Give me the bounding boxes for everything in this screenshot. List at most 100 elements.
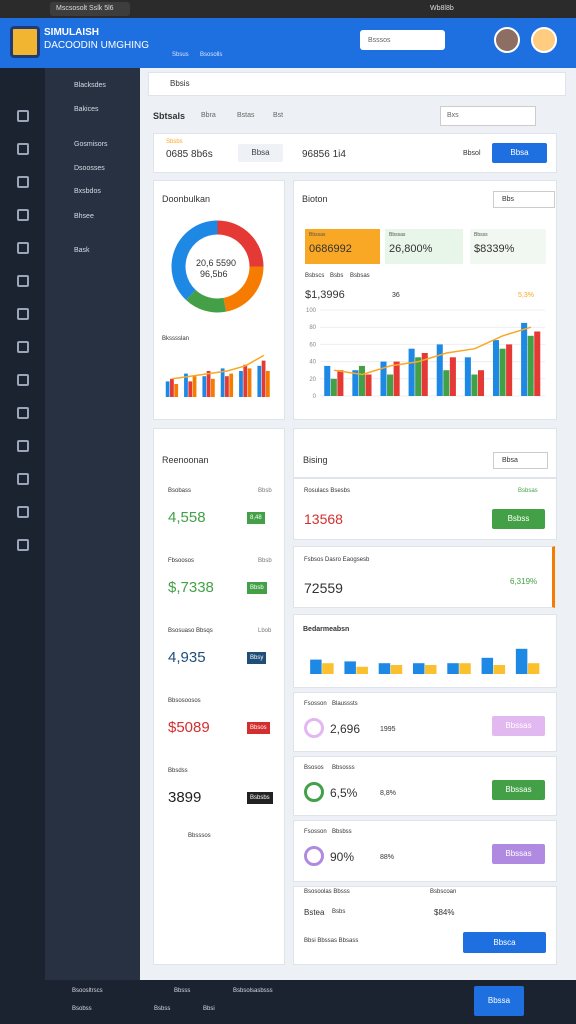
metrics-label: Bsosos [304, 765, 324, 771]
nav-items[interactable]: Gosmisors [74, 141, 108, 148]
nav-icon[interactable] [17, 143, 29, 155]
metrics-label: Fsosson [304, 701, 327, 707]
items-badge[interactable]: Bsbsbs [247, 792, 273, 804]
header-links[interactable]: Sbsus [172, 52, 189, 58]
summary-note: Bbsi Bbssas Bbsass [304, 938, 359, 944]
avatar[interactable] [531, 27, 557, 53]
nav-icon[interactable] [17, 539, 29, 551]
bar [436, 344, 443, 396]
icon-sidebar [0, 68, 45, 980]
bar [447, 663, 459, 674]
metrics-button[interactable]: Bbssas [492, 716, 545, 736]
toolbar-search[interactable]: Bxs [440, 106, 536, 126]
revenue-button[interactable]: Bsbss [492, 509, 545, 529]
bar [464, 357, 471, 396]
nav-icon[interactable] [17, 341, 29, 353]
nav-icon[interactable] [17, 275, 29, 287]
bar [380, 361, 387, 396]
footer-items[interactable]: Bsobss [72, 1006, 92, 1012]
bar [170, 378, 174, 397]
nav-items[interactable]: Bakices [74, 106, 99, 113]
bar [239, 371, 243, 397]
summary-button[interactable]: Bbsca [463, 932, 546, 953]
items-badge[interactable]: Bbsy [247, 652, 267, 664]
alert-label: Fsbsos Dasro Eaogsesb [304, 557, 370, 563]
bar-panel-legend: Bsbs [330, 273, 344, 279]
footer-items[interactable]: Bbsi [203, 1006, 215, 1012]
bar [413, 663, 425, 674]
nav-items[interactable]: Bhsee [74, 213, 94, 220]
items-badge[interactable]: Bbsb [247, 582, 267, 594]
nav-icon[interactable] [17, 308, 29, 320]
metrics-button[interactable]: Bbssas [492, 844, 545, 864]
metrics-button[interactable]: Bbssas [492, 780, 545, 800]
filter-action[interactable]: Bbsa [492, 143, 547, 163]
bar [443, 370, 450, 396]
alert-change: 6,319% [510, 577, 538, 586]
nav-icon[interactable] [17, 209, 29, 221]
revenue-note: Bsbsas [518, 488, 538, 494]
donut-segment [223, 266, 264, 312]
nav-icon[interactable] [17, 374, 29, 386]
donut-segment [217, 220, 264, 267]
nav-icon[interactable] [17, 176, 29, 188]
bar [310, 659, 322, 674]
footer-items[interactable]: Bbsss [174, 988, 191, 994]
search-box[interactable] [360, 30, 445, 50]
summary-value: $84% [434, 908, 455, 917]
bar [174, 384, 179, 397]
bar [493, 665, 506, 674]
bar [337, 370, 344, 396]
footer-action[interactable]: Bbssa [474, 986, 524, 1016]
avatar[interactable] [494, 27, 520, 53]
nav-items[interactable]: Blacksdes [74, 82, 106, 89]
items-value: $5089 [168, 719, 210, 736]
detail-panel-select[interactable]: Bbsa [493, 452, 548, 469]
nav-icon[interactable] [17, 407, 29, 419]
footer-items[interactable]: Bsoosltrscs [72, 988, 103, 994]
metrics-value: 2,696 [330, 722, 361, 736]
nav-icon[interactable] [17, 440, 29, 452]
mini-chart-card [293, 614, 557, 688]
filter-select[interactable]: Bbsa [238, 144, 283, 162]
revenue-label: Rosulacs Bsesbs [304, 488, 351, 494]
footer-items[interactable]: Bsbsolsasbsss [233, 988, 273, 994]
nav-icon[interactable] [17, 506, 29, 518]
header-links[interactable]: Bsosolls [200, 52, 223, 58]
browser-tab[interactable] [50, 2, 130, 16]
y-tick-label: 100 [306, 308, 317, 314]
nav-items[interactable]: Bask [74, 247, 90, 254]
nav-icon[interactable] [17, 473, 29, 485]
bar [184, 373, 188, 397]
filter-label2: Bbsol [463, 150, 481, 157]
revenue-value: 13568 [304, 511, 343, 527]
donut-segment [186, 289, 227, 313]
nav-icon[interactable] [17, 110, 29, 122]
nav-items[interactable]: Bxsbdos [74, 188, 101, 195]
toolbar-tabs[interactable]: Bbra [201, 112, 216, 119]
bar [356, 666, 368, 674]
header-title: SIMULAISH [44, 27, 99, 38]
toolbar-tabs[interactable]: Bstas [237, 112, 255, 119]
footer-items[interactable]: Bsbss [154, 1006, 171, 1012]
items-badge[interactable]: Bbsos [247, 722, 270, 734]
nav-icon[interactable] [17, 242, 29, 254]
nav-items[interactable]: Dsoosses [74, 165, 105, 172]
metric-icon [304, 846, 324, 866]
bar [322, 663, 334, 674]
donut-panel-title: Doonbulkan [162, 194, 211, 204]
y-tick-label: 60 [309, 342, 316, 348]
header-search[interactable]: Bsssos [368, 37, 391, 44]
items-label: Bbsdss [168, 768, 188, 774]
toolbar-tabs[interactable]: Bst [273, 112, 284, 119]
items-badge[interactable]: 8,48 [247, 512, 265, 524]
summary-rows: Bsbs [332, 909, 346, 915]
items-note: Bbsb [258, 488, 272, 494]
tab-bar [148, 72, 566, 96]
bar [499, 348, 506, 396]
y-tick-label: 0 [313, 394, 317, 400]
donut-panel-center: 96,5b6 [200, 269, 228, 279]
toolbar-tabs[interactable]: Sbtsals [153, 111, 186, 121]
bar-panel-select[interactable]: Bbs [493, 191, 555, 208]
